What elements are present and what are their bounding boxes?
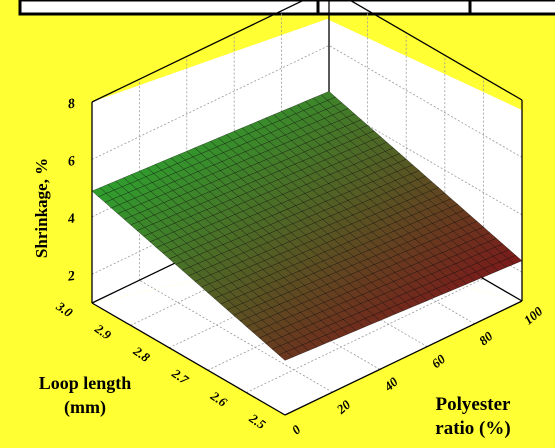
frame-edge [348,0,523,101]
z-tick-label: 4 [66,212,76,228]
z-axis-title: Shrinkage, % [32,158,51,258]
x-tick-label: 0 [289,421,304,437]
x-tick-label: 40 [380,374,401,395]
header-strip [18,0,555,16]
y-tick-label: 2.9 [91,320,114,342]
frame-edge [284,300,523,416]
y-tick-label: 2.5 [246,410,269,432]
z-tick-label: 8 [67,97,76,113]
z-tick-label: 2 [66,269,76,285]
frame-edge [91,0,306,103]
wall-gridline-z2 [328,45,523,158]
y-tick-label: 2.8 [130,343,153,365]
floor-gridline-x [139,279,333,393]
x-axis-title-line1: Polyester [436,394,511,415]
surface-cell [320,91,336,101]
frame-edge [91,302,286,416]
x-axis-title-line2: ratio (%) [435,418,510,439]
y-tick-label: 2.6 [207,388,230,410]
y-tick-label: 2.7 [169,365,192,387]
x-tick-label: 20 [333,397,354,418]
x-tick-label: 60 [429,351,449,371]
y-axis-title-line1: Loop length [39,373,132,393]
y-axis-title-line2: (mm) [64,397,106,418]
surface-mesh [91,91,523,361]
y-tick-label: 3.0 [53,298,76,320]
x-tick-label: 80 [476,328,496,348]
z-tick-label: 6 [67,154,76,170]
x-tick-label: 100 [521,303,546,327]
